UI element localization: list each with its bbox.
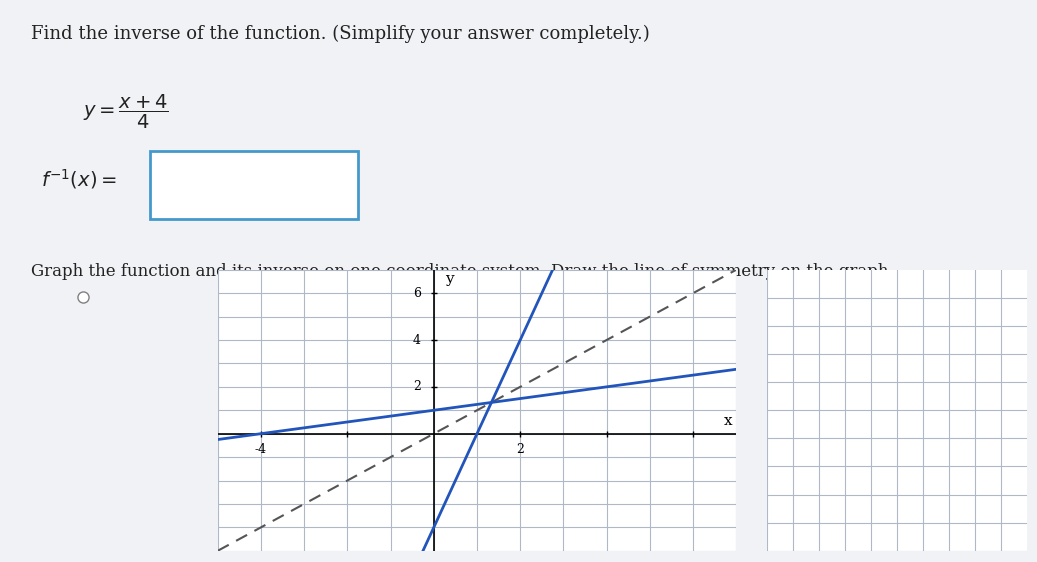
Text: 2: 2 [516,443,524,456]
Text: Find the inverse of the function. (Simplify your answer completely.): Find the inverse of the function. (Simpl… [31,25,650,43]
Text: $f^{-1}(x) =$: $f^{-1}(x) =$ [41,167,117,191]
Text: Graph the function and its inverse on one coordinate system. Draw the line of sy: Graph the function and its inverse on on… [31,263,894,280]
Text: 4: 4 [413,333,421,347]
Text: x: x [724,414,732,428]
Text: -4: -4 [255,443,268,456]
Text: y: y [445,272,453,286]
Text: 6: 6 [413,287,421,300]
FancyBboxPatch shape [150,151,358,220]
Text: 2: 2 [413,380,421,393]
Text: $y = \dfrac{x + 4}{4}$: $y = \dfrac{x + 4}{4}$ [83,93,169,131]
